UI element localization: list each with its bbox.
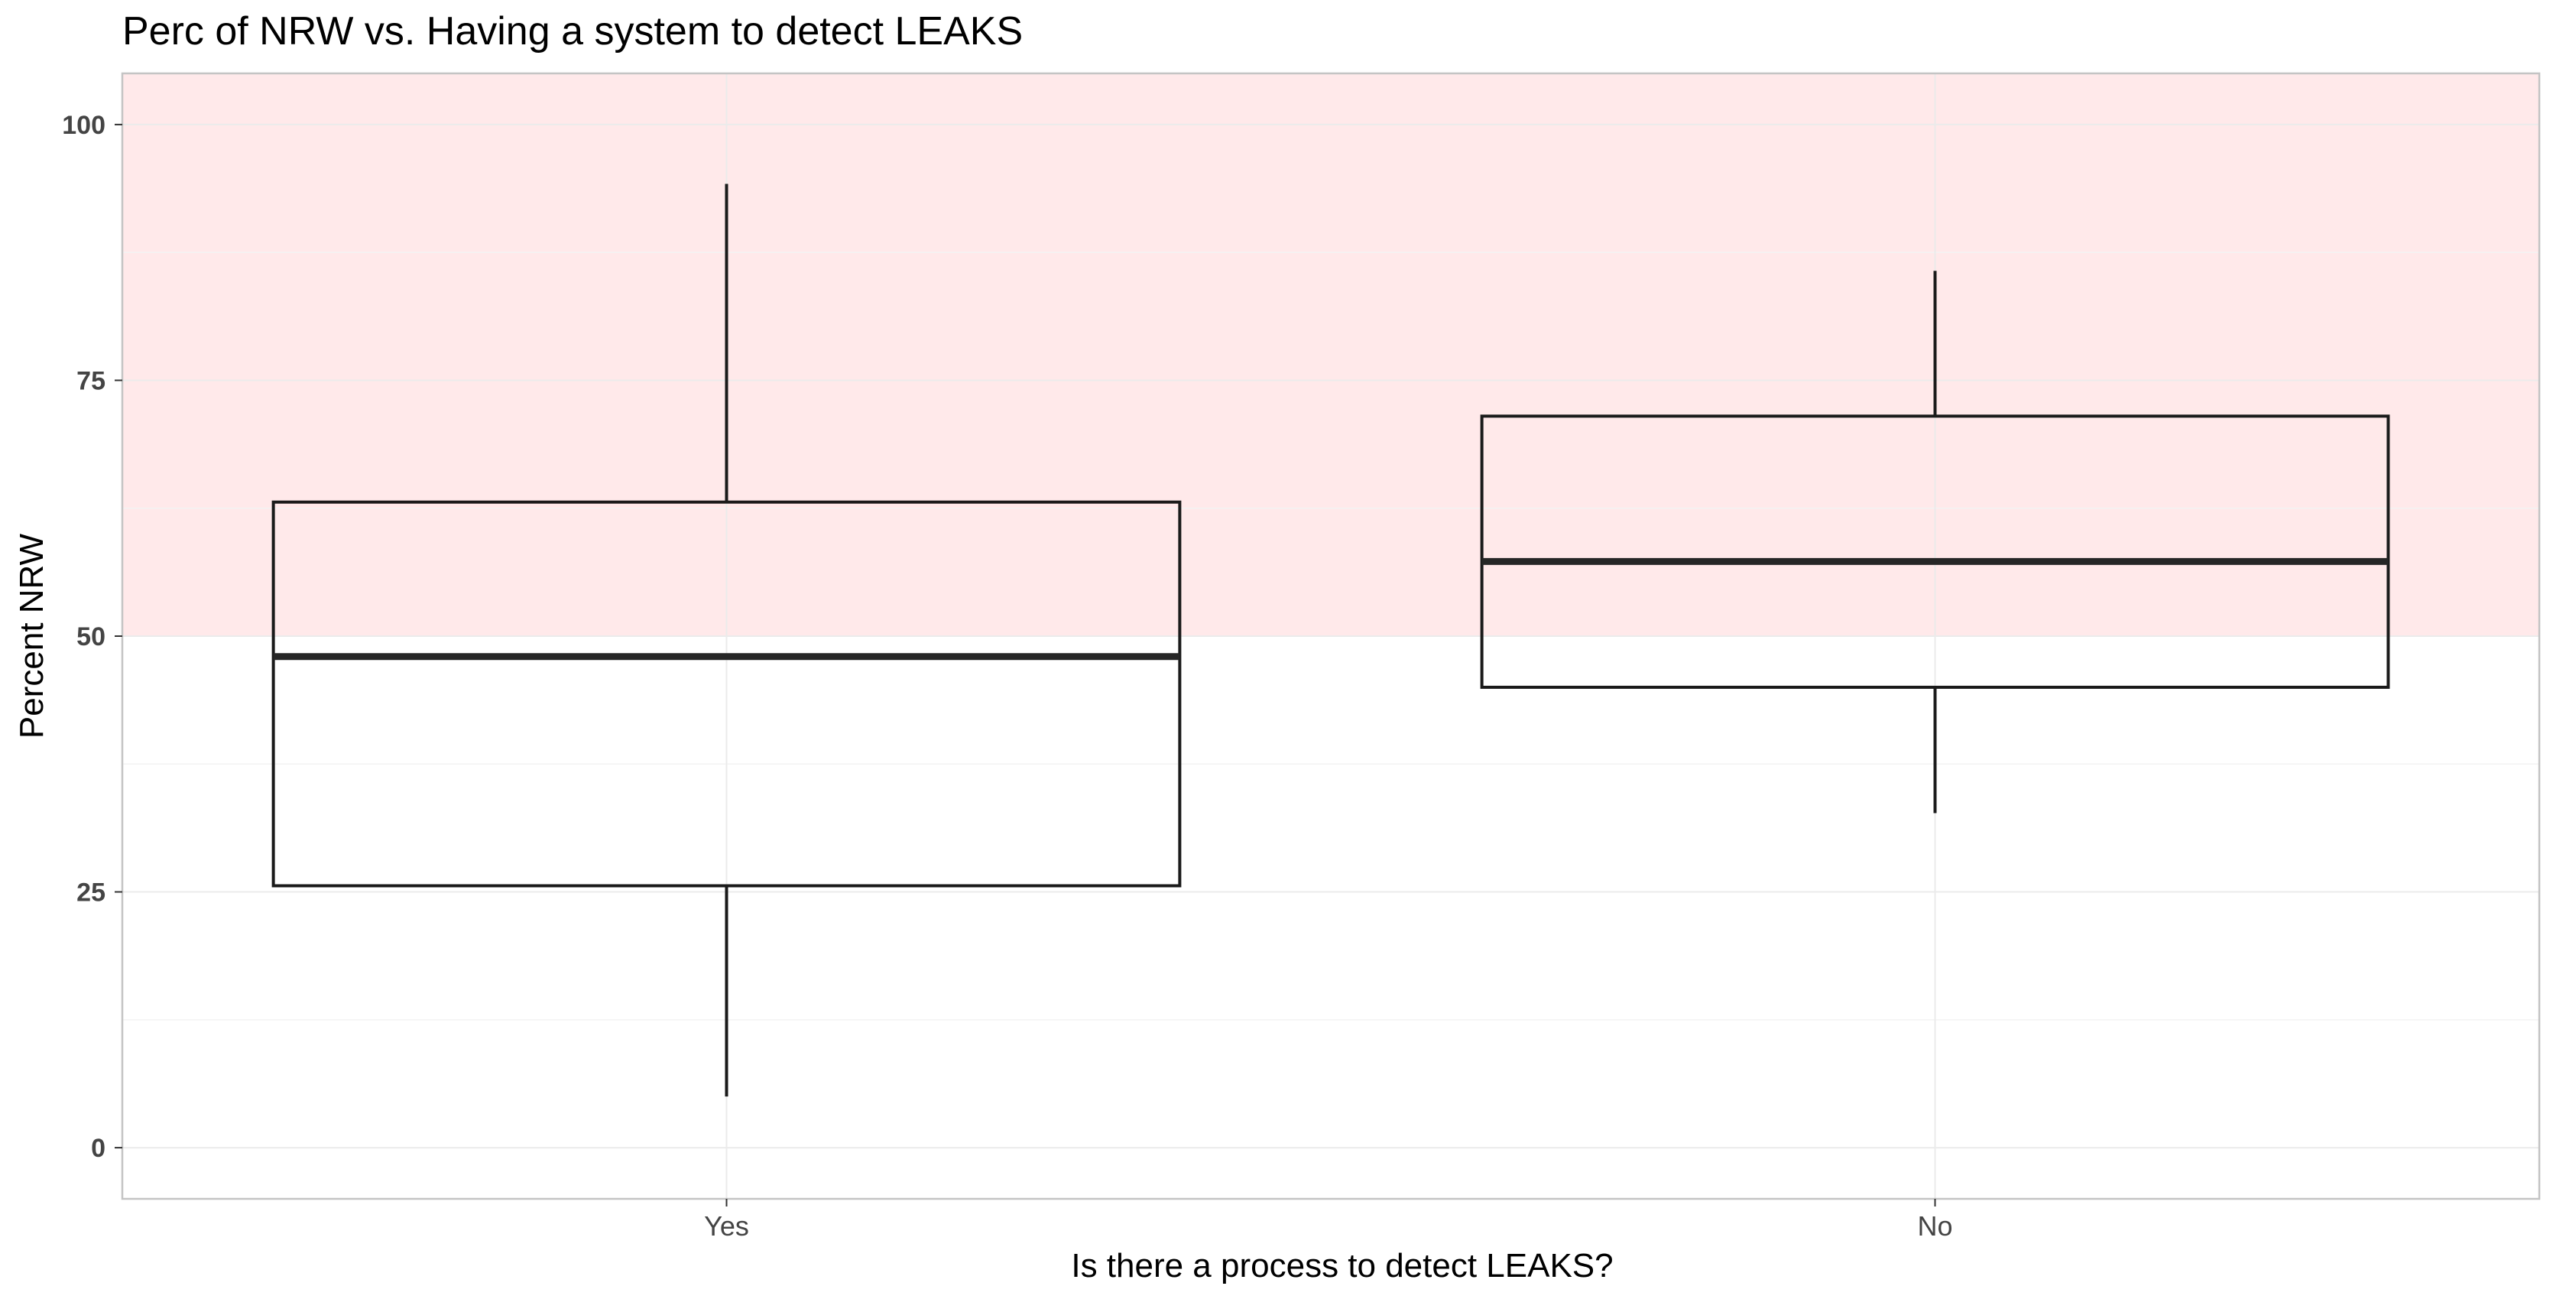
x-axis-title: Is there a process to detect LEAKS? — [1071, 1247, 1613, 1284]
y-tick-label: 50 — [76, 622, 105, 651]
y-tick-label: 75 — [76, 366, 105, 395]
box-no — [1480, 414, 2390, 689]
box-yes — [271, 500, 1182, 888]
y-axis-title: Percent NRW — [13, 533, 50, 739]
chart-title: Perc of NRW vs. Having a system to detec… — [122, 9, 1023, 54]
y-tick-label: 25 — [76, 878, 105, 908]
y-tick-label: 100 — [62, 111, 105, 140]
highlight-band — [122, 73, 2539, 636]
x-tick-label: No — [1917, 1210, 1952, 1242]
plot-area: 0 25 50 75 100 Yes No — [62, 72, 2541, 1242]
y-tick-label: 0 — [91, 1134, 105, 1163]
x-tick-label: Yes — [704, 1210, 749, 1242]
